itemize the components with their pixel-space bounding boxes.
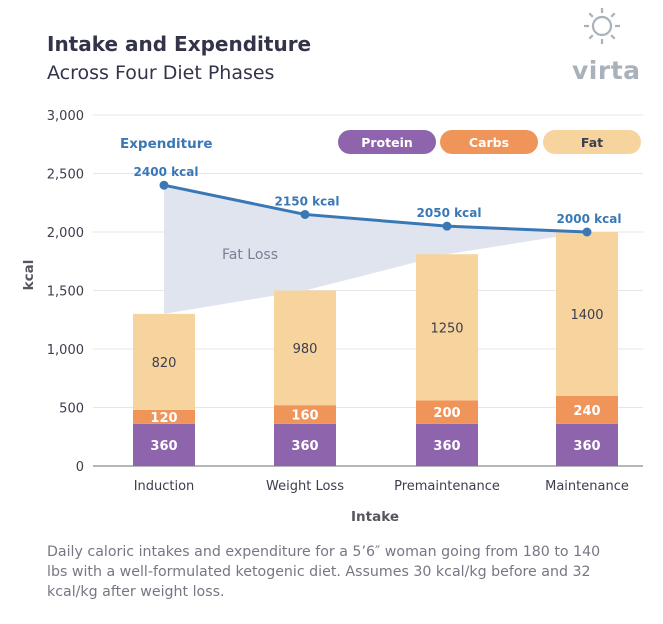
chart-subtitle: Across Four Diet Phases [47,62,275,84]
brand-wordmark: virta [572,56,641,85]
sun-outline-icon [584,8,620,44]
bar-value-label-carbs: 160 [291,409,318,424]
bar-segment-carbs [416,400,478,424]
expenditure-point-label: 2400 kcal [134,165,199,179]
legend-pill-fat [543,130,641,154]
y-tick-label: 1,500 [47,285,84,300]
bar-segment-protein [556,423,618,466]
fat-loss-area [164,185,587,314]
expenditure-point [442,221,452,231]
x-tick-label: Maintenance [545,479,629,494]
x-axis-title: Intake [351,509,399,525]
bar-value-label-fat: 980 [293,342,318,357]
expenditure-point [159,180,169,190]
y-tick-label: 500 [59,402,84,417]
expenditure-point [582,227,592,237]
legend-label-protein: Protein [361,135,413,150]
bar-value-label-carbs: 240 [573,404,600,419]
bar-segment-fat [416,254,478,401]
expenditure-point [300,209,310,219]
bar-value-label-carbs: 120 [150,411,177,426]
expenditure-line [163,183,588,234]
expenditure-point-label: 2050 kcal [417,206,482,220]
bar-segment-carbs [133,409,195,424]
chart-caption: Daily caloric intakes and expenditure fo… [47,544,601,600]
y-tick-label: 1,000 [47,343,84,358]
bar-segment-carbs [556,395,618,424]
bar-value-label-fat: 1400 [570,308,603,323]
fat-loss-label: Fat Loss [222,247,278,263]
bar-segment-fat [133,313,195,410]
x-tick-label: Weight Loss [266,479,344,494]
bar-value-label-protein: 360 [573,439,600,454]
chart-title: Intake and Expenditure [47,32,312,56]
expenditure-point-label: 2150 kcal [275,194,340,208]
expenditure-point-label: 2000 kcal [557,212,622,226]
legend-label-carbs: Carbs [469,135,509,150]
y-tick-label: 0 [76,460,84,475]
legend-label-fat: Fat [581,135,603,150]
bar-value-label-fat: 1250 [430,321,463,336]
bar-segment-protein [416,423,478,466]
bar-value-label-carbs: 200 [433,406,460,421]
x-tick-label: Premaintenance [394,479,500,494]
y-tick-label: 2,000 [47,226,84,241]
bar-segment-protein [274,423,336,466]
brand-logo: virta [572,6,644,86]
bar-segment-carbs [274,405,336,424]
x-tick-label: Induction [134,479,195,494]
y-tick-label: 2,500 [47,168,84,183]
legend-pill-protein [338,130,436,154]
expenditure-legend-label: Expenditure [120,136,213,152]
bar-segment-fat [556,232,618,396]
bar-segment-fat [274,290,336,406]
bar-value-label-protein: 360 [291,439,318,454]
intake-expenditure-chart: 0 500 1,000 1,500 2,000 2,500 3,000 Fat Loss 360… [21,109,643,525]
bar-value-label-protein: 360 [150,439,177,454]
y-tick-label: 3,000 [47,109,84,124]
legend-pill-carbs [440,130,538,154]
bar-segment-protein [133,423,195,466]
y-axis-title: kcal [21,260,37,291]
bar-value-label-fat: 820 [152,356,177,371]
bar-value-label-protein: 360 [433,439,460,454]
